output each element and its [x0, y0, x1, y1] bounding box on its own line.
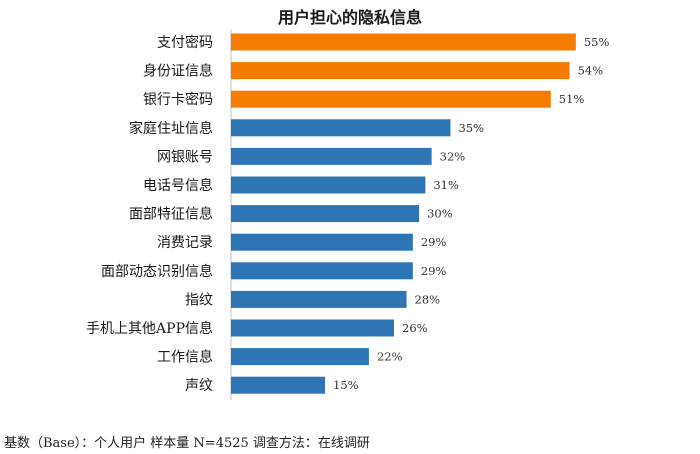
value-label: 35%: [458, 121, 484, 135]
value-label: 29%: [421, 264, 447, 278]
value-label: 28%: [415, 292, 441, 306]
value-label: 54%: [578, 64, 604, 78]
value-label: 30%: [427, 207, 453, 221]
category-label: 消费记录: [157, 235, 213, 251]
category-label: 家庭住址信息: [129, 120, 213, 137]
bar: [231, 147, 432, 165]
category-label: 银行卡密码: [143, 91, 213, 108]
category-label: 手机上其他APP信息: [86, 320, 213, 337]
category-label: 面部动态识别信息: [101, 263, 213, 280]
category-label: 声纹: [185, 378, 213, 394]
value-label: 31%: [433, 178, 459, 192]
bar: [231, 119, 451, 137]
bar: [231, 319, 395, 337]
value-label: 22%: [377, 350, 403, 364]
category-label: 指纹: [185, 292, 213, 308]
bar: [231, 376, 326, 394]
category-label: 身份证信息: [143, 63, 213, 80]
value-label: 32%: [440, 149, 466, 163]
value-label: 15%: [333, 378, 359, 392]
bar: [231, 233, 413, 251]
bars-group: 支付密码 55% 身份证信息 54% 银行卡密码 51% 家庭住址信息 35% 网银账号 32% 电…: [86, 33, 610, 394]
bar: [231, 262, 413, 280]
category-label: 电话号信息: [143, 177, 213, 194]
chart-title: 用户担心的隐私信息: [277, 8, 422, 27]
bar: [231, 205, 420, 223]
bar: [231, 348, 369, 366]
bar: [231, 33, 576, 51]
bar: [231, 176, 426, 194]
category-label: 支付密码: [157, 34, 213, 51]
bar: [231, 290, 407, 308]
value-label: 26%: [402, 321, 428, 335]
category-label: 面部特征信息: [129, 206, 213, 223]
bar: [231, 90, 551, 108]
value-label: 51%: [559, 92, 585, 106]
value-label: 29%: [421, 235, 447, 249]
bar: [231, 62, 570, 80]
category-label: 网银账号: [157, 149, 213, 165]
category-label: 工作信息: [157, 349, 213, 366]
value-label: 55%: [584, 35, 610, 49]
footnote: 基数（Base）：个人用户 样本量 N=4525 调查方法：在线调研: [4, 436, 370, 451]
